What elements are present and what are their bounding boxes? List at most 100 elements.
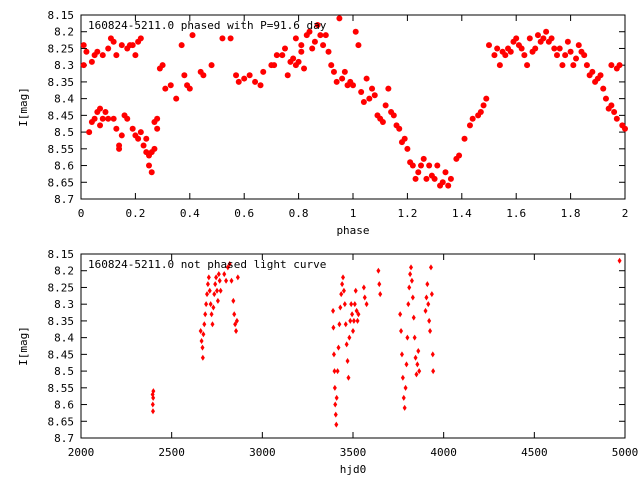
x-tick-label: 1.6 (506, 207, 526, 220)
data-point (494, 45, 501, 52)
x-tick-label: 0.2 (125, 207, 145, 220)
data-point (491, 52, 498, 59)
data-point (331, 351, 336, 358)
data-point (382, 102, 389, 109)
data-point (137, 129, 144, 136)
data-point (200, 72, 207, 79)
data-point (402, 404, 407, 411)
data-point (224, 277, 229, 284)
data-point (409, 277, 414, 284)
data-point (608, 102, 615, 109)
data-point (344, 341, 349, 348)
y-tick-label: 8.4 (54, 93, 74, 106)
data-point (186, 85, 193, 92)
data-point (311, 38, 318, 45)
data-point (306, 28, 313, 35)
data-point (362, 294, 367, 301)
data-point (423, 175, 430, 182)
data-point (540, 35, 547, 42)
y-tick-label: 8.4 (54, 332, 74, 345)
y-tick-label: 8.3 (54, 59, 74, 72)
data-point (99, 115, 106, 122)
y-tick-label: 8.25 (48, 281, 75, 294)
data-point (328, 62, 335, 69)
data-point (456, 152, 463, 159)
data-point (355, 42, 362, 49)
x-tick-label: 1.4 (452, 207, 472, 220)
data-point (88, 58, 95, 65)
data-point (215, 287, 219, 294)
data-point (573, 55, 580, 62)
data-point (341, 68, 348, 75)
data-point (622, 125, 628, 132)
data-point (426, 162, 433, 169)
data-point (352, 28, 359, 35)
x-tick-label: 2500 (158, 446, 185, 459)
data-point (332, 368, 337, 375)
data-point (206, 274, 211, 281)
data-point (414, 371, 419, 378)
data-point (322, 32, 329, 39)
data-point (97, 122, 104, 129)
data-point (480, 102, 487, 109)
data-point (502, 52, 509, 59)
x-tick-label: 4000 (430, 446, 457, 459)
data-point (227, 261, 232, 268)
data-point (390, 112, 397, 119)
data-point (80, 62, 87, 69)
data-point (524, 62, 531, 69)
data-point (355, 317, 360, 324)
data-point (235, 78, 242, 85)
data-point (518, 45, 525, 52)
data-point (151, 388, 156, 395)
data-point (496, 62, 503, 69)
data-point (477, 109, 484, 116)
data-point (379, 119, 386, 126)
data-point (342, 301, 347, 308)
data-point (334, 421, 339, 428)
data-point (507, 48, 514, 55)
data-point (513, 35, 520, 42)
data-point (218, 287, 223, 294)
data-point (118, 42, 125, 49)
data-point (279, 52, 286, 59)
data-point (298, 48, 305, 55)
data-point (203, 311, 208, 318)
data-point (483, 95, 490, 102)
data-point (412, 334, 417, 341)
data-point (110, 115, 117, 122)
data-point (366, 95, 373, 102)
data-point (469, 115, 476, 122)
data-point (314, 22, 321, 29)
data-point (575, 42, 582, 49)
data-point (86, 129, 93, 136)
x-tick-label: 0.4 (180, 207, 200, 220)
data-point (350, 311, 355, 318)
data-point (333, 78, 340, 85)
data-point (548, 35, 555, 42)
data-point (417, 368, 422, 375)
data-point (602, 95, 609, 102)
data-point (207, 287, 212, 294)
data-point (399, 351, 404, 358)
data-point (554, 52, 560, 59)
data-point (400, 374, 405, 381)
data-point (401, 394, 406, 401)
data-point (420, 155, 427, 162)
data-point (143, 135, 150, 142)
data-point (348, 317, 353, 324)
data-point (102, 109, 109, 116)
data-point (564, 38, 571, 45)
data-point (589, 68, 596, 75)
data-point (334, 394, 339, 401)
plot-title: 160824-5211.0 phased with P=91.6 day (88, 19, 327, 32)
y-tick-label: 8.35 (48, 76, 75, 89)
plot-title: 160824-5211.0 not phased light curve (88, 258, 326, 271)
data-point (290, 55, 297, 62)
y-tick-label: 8.15 (48, 9, 75, 22)
data-point (428, 327, 433, 334)
data-point (301, 65, 308, 72)
data-point (135, 135, 142, 142)
data-point (209, 311, 214, 318)
